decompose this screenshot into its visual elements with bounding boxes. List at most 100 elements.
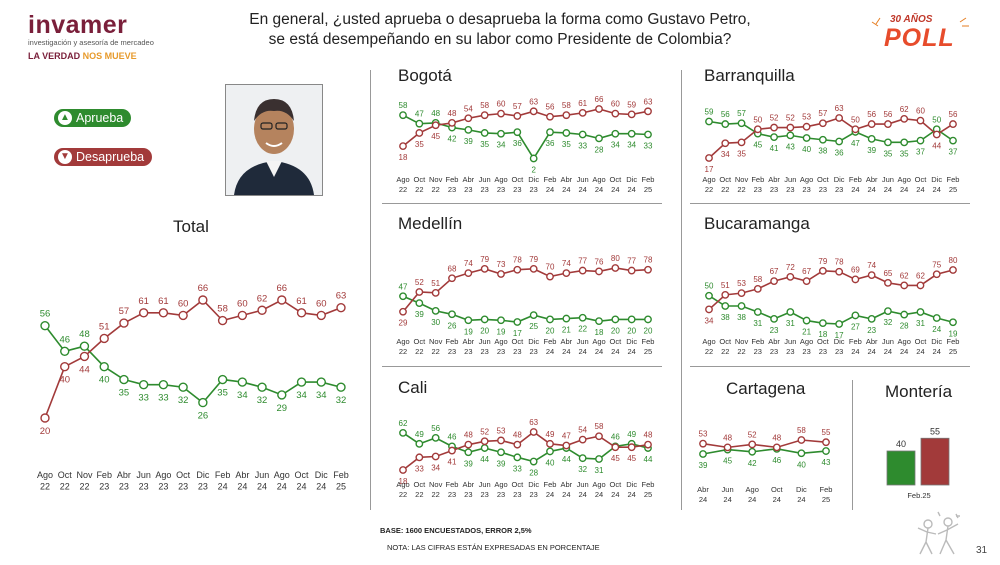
- data-label-desaprueba-0: 20: [40, 426, 51, 437]
- tick-label-month-2: Nov: [429, 480, 443, 489]
- tick-label-year-9: 24: [218, 482, 228, 492]
- data-label-desaprueba-10: 74: [562, 259, 571, 268]
- point-aprueba-8: [529, 311, 538, 320]
- point-aprueba-10: [867, 134, 876, 143]
- data-label-aprueba-13: 37: [916, 148, 925, 157]
- data-label-aprueba-3: 31: [753, 319, 762, 328]
- data-label-desaprueba-12: 58: [595, 422, 604, 431]
- data-label-desaprueba-13: 61: [296, 296, 307, 307]
- logo-subtitle: investigación y asesoría de mercadeo: [28, 38, 154, 47]
- point-desaprueba-2: [737, 289, 746, 298]
- tick-label-month-2: Nov: [735, 175, 749, 184]
- data-label-desaprueba-11: 56: [883, 110, 892, 119]
- data-label-aprueba-15: 20: [644, 326, 653, 335]
- data-label-aprueba-14: 50: [932, 115, 941, 124]
- tick-label-month-0: Ago: [37, 470, 53, 480]
- series-line-aprueba: [708, 120, 954, 144]
- tick-label-month-6: Ago: [800, 175, 813, 184]
- tick-label-year-6: 23: [802, 185, 810, 194]
- point-desaprueba-0: [40, 413, 50, 423]
- data-label-desaprueba-7: 57: [818, 109, 827, 118]
- tick-label-year-11: 24: [578, 347, 586, 356]
- tick-label-year-4: 23: [464, 347, 472, 356]
- point-desaprueba-5: [786, 123, 795, 132]
- tick-label-month-12: Ago: [592, 480, 605, 489]
- point-desaprueba-10: [562, 111, 571, 120]
- point-desaprueba-0: [699, 439, 707, 448]
- data-label-aprueba-11: 32: [578, 465, 587, 474]
- data-label-desaprueba-2: 51: [431, 279, 440, 288]
- tick-label-year-13: 24: [916, 185, 924, 194]
- point-aprueba-2: [737, 302, 746, 310]
- data-label-aprueba-0: 39: [699, 461, 708, 470]
- tick-label-year-12: 24: [900, 347, 908, 356]
- data-label-aprueba-4: 41: [770, 144, 779, 153]
- tick-label-year-0: 22: [399, 185, 407, 194]
- divider-left: [370, 70, 371, 510]
- point-desaprueba-0: [399, 466, 407, 474]
- tick-label-month-14: Dic: [931, 337, 942, 346]
- data-label-desaprueba-0: 29: [399, 319, 408, 328]
- data-label-desaprueba-9: 69: [851, 265, 860, 274]
- poll-badge: 30 AÑOS POLL: [870, 14, 970, 58]
- data-label-desaprueba-1: 52: [415, 278, 424, 287]
- data-label-desaprueba-8: 63: [835, 104, 844, 113]
- tick-label-month-10: Abr: [235, 470, 249, 480]
- data-label-desaprueba-9: 49: [546, 430, 555, 439]
- tick-label-year-2: 24: [748, 495, 756, 504]
- data-label-desaprueba-4: 57: [119, 306, 130, 317]
- point-desaprueba-6: [497, 270, 505, 278]
- point-aprueba-2: [737, 119, 746, 128]
- tick-label-month-3: Feb: [446, 480, 459, 489]
- tick-label-year-14: 24: [316, 482, 326, 492]
- tick-label-month-8: Dic: [528, 480, 539, 489]
- tick-label-year-10: 24: [237, 482, 247, 492]
- chart-title-total: Total: [173, 217, 209, 236]
- tick-label-month-3: Feb: [446, 337, 459, 346]
- point-desaprueba-15: [336, 302, 346, 313]
- data-label-aprueba-9: 27: [851, 322, 860, 331]
- point-aprueba-12: [900, 138, 909, 147]
- chart-title-bucaramanga: Bucaramanga: [704, 214, 810, 233]
- data-label-aprueba-7: 17: [513, 329, 522, 338]
- data-label-desaprueba-2: 44: [79, 364, 90, 375]
- tick-label-year-3: 23: [448, 490, 456, 499]
- series-line-aprueba: [44, 325, 342, 404]
- point-desaprueba-1: [415, 288, 424, 296]
- point-desaprueba-9: [851, 125, 860, 134]
- point-desaprueba-3: [448, 119, 456, 127]
- point-aprueba-9: [546, 447, 554, 456]
- tick-label-month-4: Dic: [796, 485, 807, 494]
- data-label-aprueba-11: 32: [257, 395, 268, 406]
- tick-label-month-11: Jun: [577, 175, 589, 184]
- data-label-aprueba-14: 20: [627, 326, 636, 335]
- tick-label-month-5: Jun: [479, 480, 491, 489]
- tick-label-year-5: 23: [480, 347, 488, 356]
- point-desaprueba-15: [949, 266, 957, 274]
- point-aprueba-12: [900, 310, 909, 319]
- data-label-aprueba-15: 33: [644, 142, 653, 151]
- point-aprueba-7: [818, 135, 827, 144]
- legend-desaprueba-label: Desaprueba: [76, 150, 145, 164]
- legend-desaprueba: ▼ Desaprueba: [54, 148, 153, 166]
- point-aprueba-4: [770, 133, 778, 142]
- data-label-aprueba-14: 24: [932, 325, 941, 334]
- point-aprueba-0: [699, 450, 707, 458]
- point-desaprueba-2: [431, 452, 440, 461]
- tick-label-year-6: 23: [802, 347, 810, 356]
- data-label-desaprueba-11: 62: [257, 293, 268, 304]
- tick-label-month-12: Ago: [274, 470, 290, 480]
- point-aprueba-4: [464, 448, 473, 457]
- tick-label-year-10: 24: [867, 347, 875, 356]
- point-desaprueba-10: [867, 120, 876, 128]
- data-label-aprueba-5: 35: [480, 140, 489, 149]
- tick-label-month-9: Feb: [849, 175, 862, 184]
- point-desaprueba-2: [748, 440, 757, 449]
- tick-label-month-7: Oct: [817, 175, 830, 184]
- data-label-aprueba-12: 35: [900, 149, 909, 158]
- footnote-base: BASE: 1600 ENCUESTADOS, ERROR 2,5%: [380, 526, 532, 535]
- data-label-desaprueba-1: 34: [721, 150, 730, 159]
- tick-label-year-15: 25: [644, 185, 652, 194]
- data-label-desaprueba-7: 48: [513, 431, 522, 440]
